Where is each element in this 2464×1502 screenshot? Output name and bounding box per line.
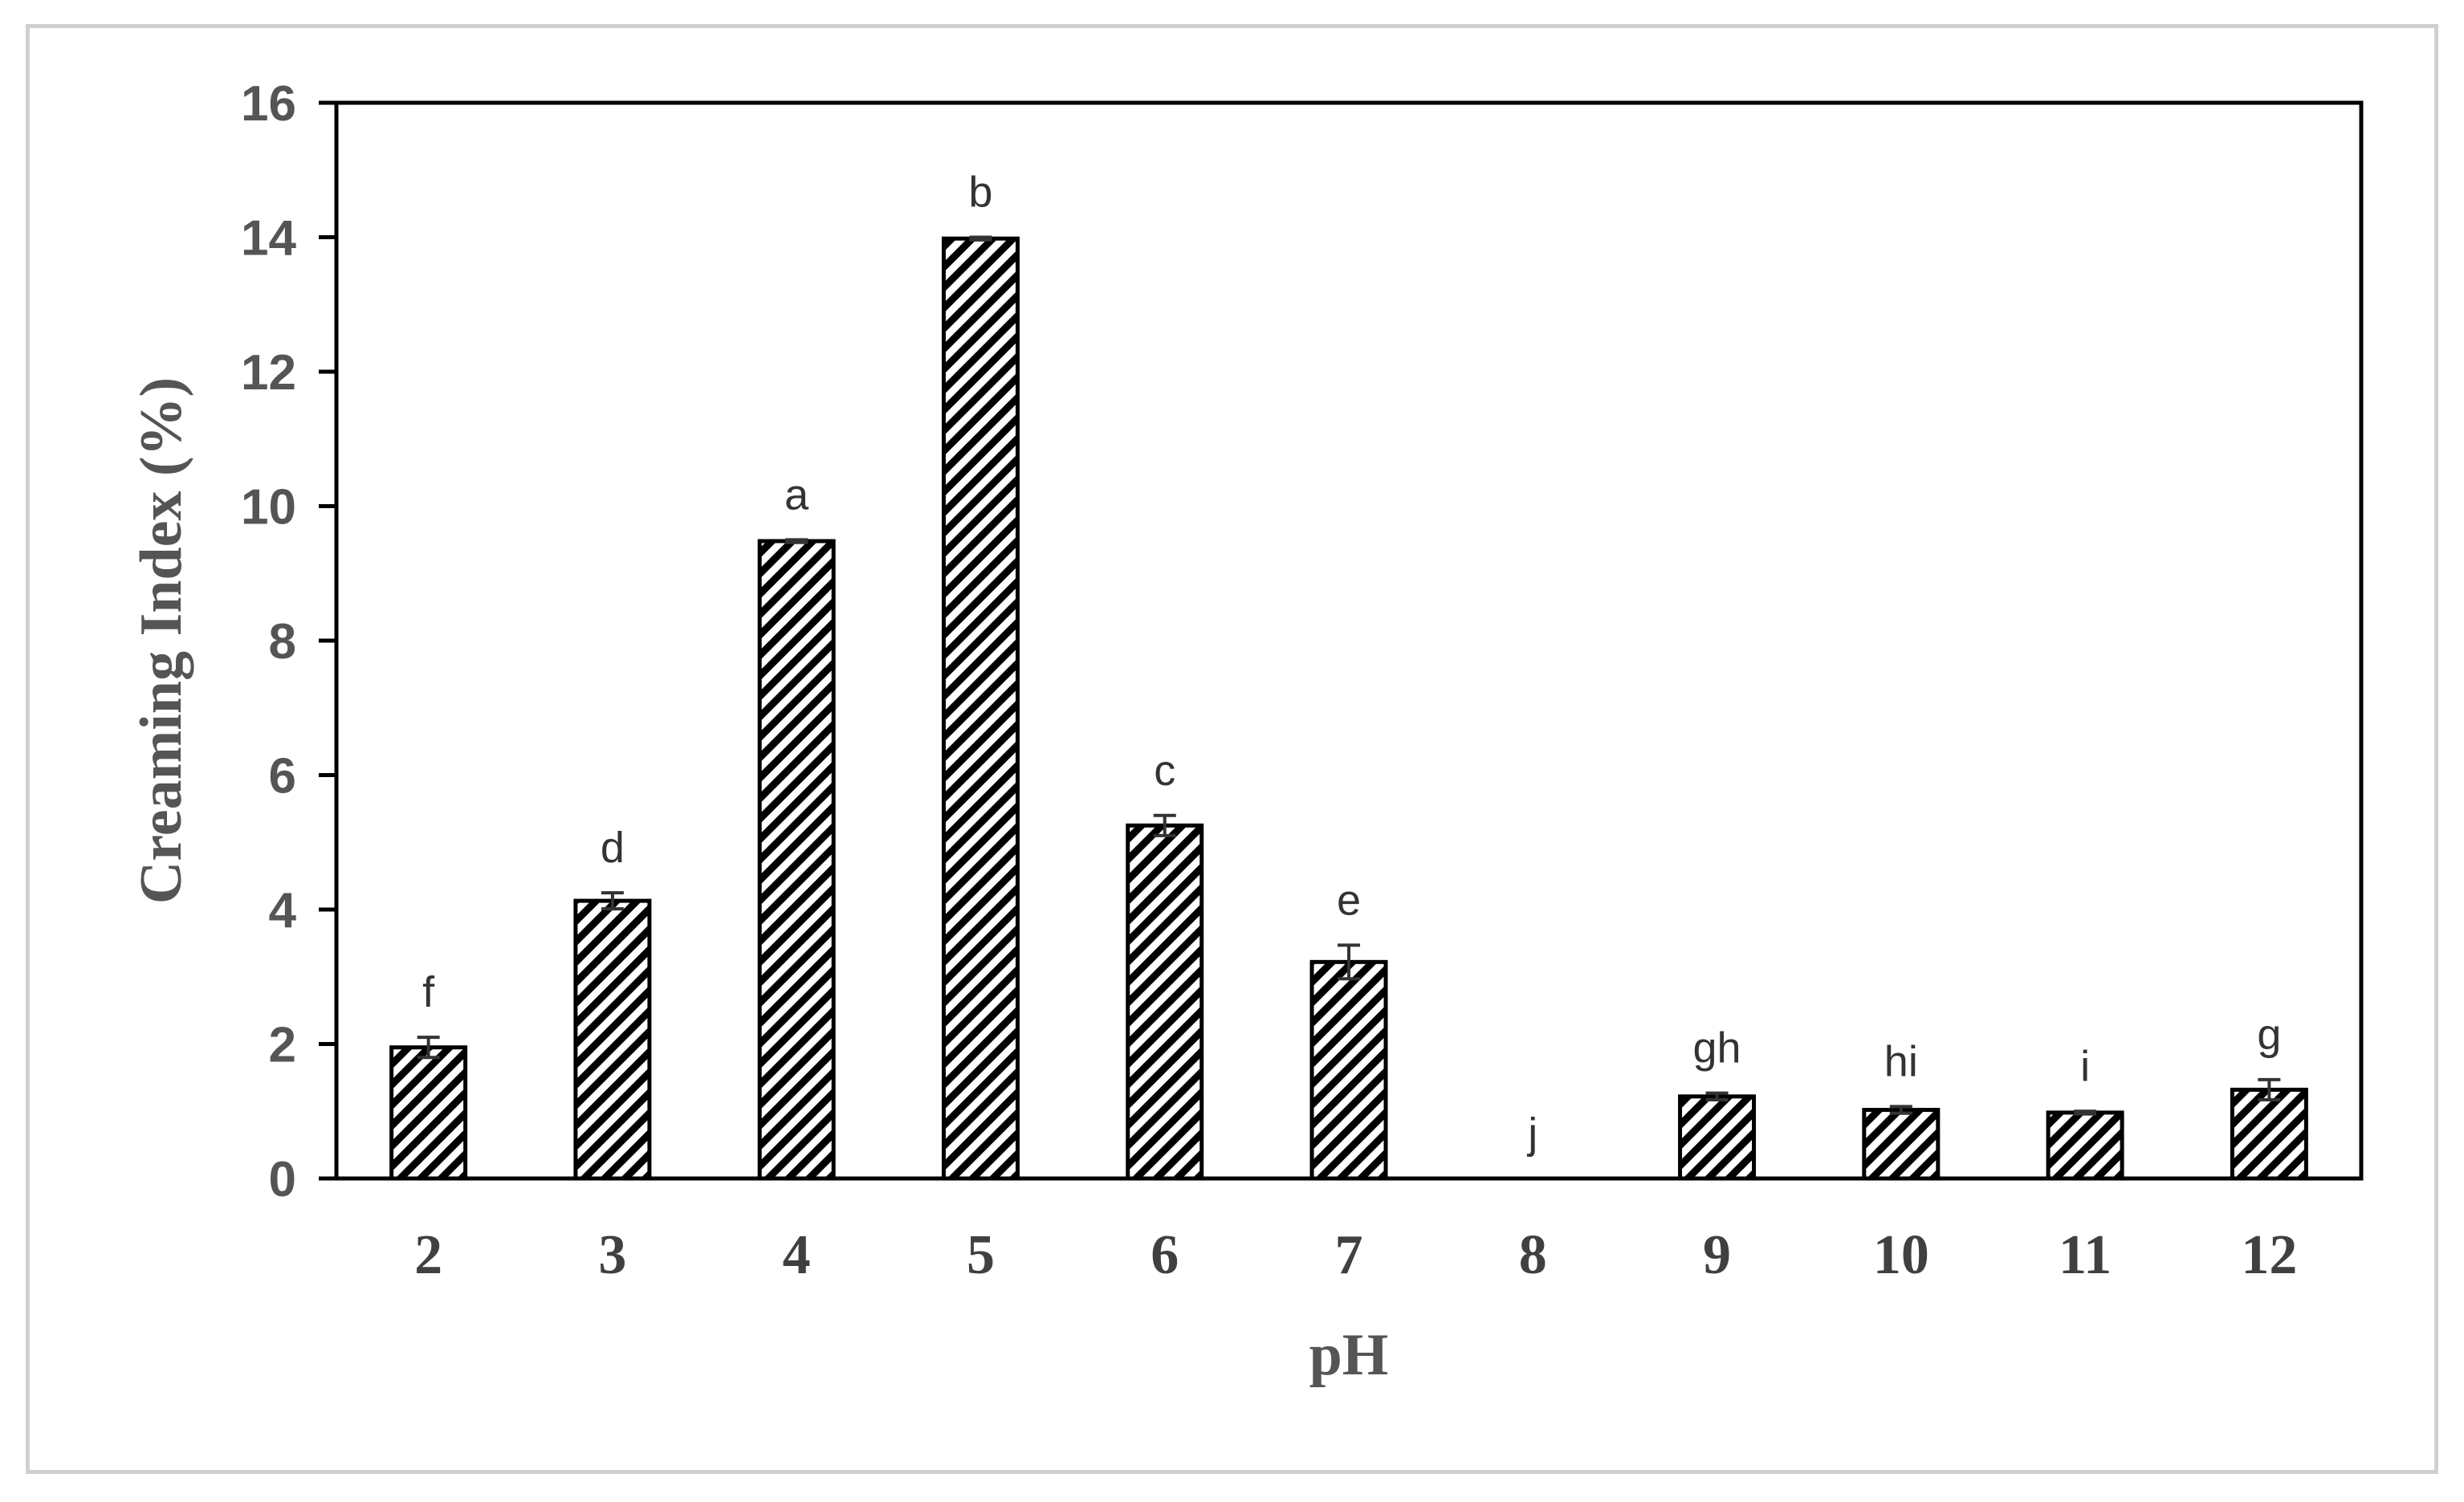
- significance-letter: e: [1337, 876, 1361, 924]
- y-tick-label: 4: [269, 883, 297, 938]
- x-axis-title: pH: [1309, 1322, 1389, 1388]
- bar-ph-2: [389, 1045, 468, 1181]
- figure-frame: [26, 24, 2438, 1474]
- y-tick-label: 6: [269, 749, 296, 804]
- bar-ph-11: [2046, 1110, 2124, 1181]
- x-axis: 2 3 4 5 6 7 8 9 10 11 12: [414, 1224, 2297, 1286]
- bar-ph-5: [941, 236, 1020, 1181]
- significance-letter: a: [784, 470, 809, 519]
- x-tick-label: 8: [1519, 1224, 1547, 1286]
- bar-ph-12: [2230, 1087, 2308, 1181]
- x-tick-label: 4: [783, 1224, 811, 1286]
- x-tick-label: 9: [1703, 1224, 1731, 1286]
- y-tick-label: 10: [241, 480, 296, 535]
- x-tick-label: 11: [2059, 1224, 2112, 1286]
- x-tick-label: 7: [1335, 1224, 1363, 1286]
- bar-ph-6: [1126, 823, 1204, 1181]
- significance-letter: b: [968, 169, 992, 217]
- significance-letter: hi: [1884, 1037, 1918, 1085]
- y-tick-label: 0: [269, 1152, 296, 1207]
- bars: f d a b c e j gh hi i g: [389, 169, 2308, 1181]
- bar-ph-9: [1678, 1094, 1757, 1181]
- y-axis: 0 2 4 6 8 10 12 14 16: [241, 76, 336, 1207]
- significance-letter: f: [422, 968, 435, 1016]
- x-tick-label: 12: [2241, 1224, 2297, 1286]
- x-tick-label: 10: [1873, 1224, 1929, 1286]
- significance-letter: i: [2080, 1042, 2090, 1090]
- x-tick-label: 5: [967, 1224, 995, 1286]
- y-tick-label: 8: [269, 614, 296, 670]
- y-tick-label: 16: [241, 76, 296, 132]
- bar-ph-4: [757, 539, 836, 1181]
- significance-letter: j: [1526, 1109, 1537, 1158]
- significance-letter: c: [1154, 747, 1175, 795]
- y-axis-title: Creaming Index (%): [128, 377, 194, 904]
- bar-ph-7: [1309, 959, 1388, 1181]
- x-tick-label: 6: [1151, 1224, 1179, 1286]
- y-tick-label: 2: [269, 1018, 296, 1073]
- bar-ph-10: [1862, 1108, 1941, 1181]
- significance-letter: d: [601, 824, 625, 872]
- significance-letter: gh: [1693, 1024, 1741, 1073]
- significance-letter: g: [2257, 1011, 2281, 1059]
- x-tick-label: 3: [598, 1224, 626, 1286]
- y-tick-label: 12: [241, 345, 296, 401]
- bar-ph-3: [573, 898, 652, 1181]
- y-tick-label: 14: [241, 211, 296, 267]
- x-tick-label: 2: [414, 1224, 442, 1286]
